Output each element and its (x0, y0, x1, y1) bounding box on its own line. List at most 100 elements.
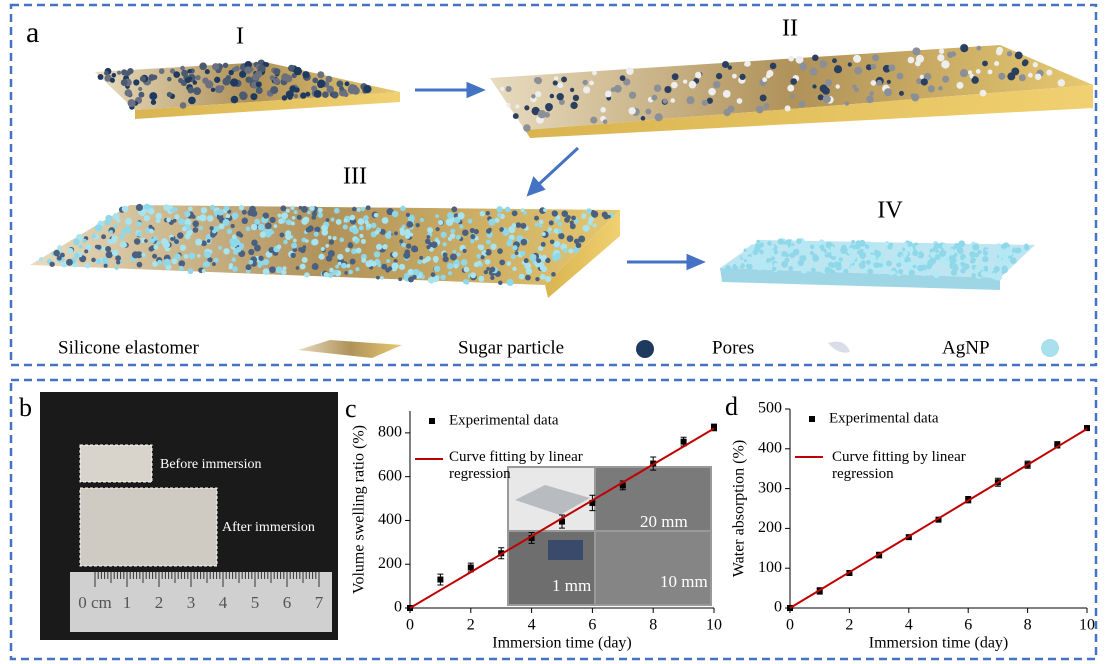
particle (440, 275, 446, 281)
particle (728, 105, 735, 112)
legend-label: Silicone elastomer (58, 337, 200, 358)
particle (524, 258, 529, 263)
particle (856, 240, 862, 246)
particle (842, 250, 846, 254)
particle (341, 263, 347, 269)
particle (371, 223, 376, 228)
particle (744, 62, 748, 66)
stage-label: IV (877, 198, 903, 224)
particle (960, 268, 965, 273)
particle (180, 245, 186, 251)
particle (505, 207, 511, 213)
particle (926, 264, 932, 270)
particle (163, 241, 170, 248)
particle (434, 266, 441, 273)
particle (796, 238, 802, 244)
particle (279, 233, 284, 238)
ruler-label: 3 (187, 593, 196, 612)
particle (516, 222, 522, 228)
particle (908, 57, 915, 64)
y-tick-label: 0 (774, 599, 782, 616)
particle (53, 250, 60, 257)
particle (138, 87, 142, 91)
particle (798, 260, 804, 266)
particle (557, 93, 564, 100)
particle (480, 211, 485, 216)
particle (552, 210, 558, 216)
particle (441, 232, 447, 238)
legend-label: Curve fitting by linear regression (449, 449, 614, 483)
x-tick-label: 8 (649, 617, 657, 634)
particle (307, 211, 311, 215)
particle (512, 210, 518, 216)
particle (746, 264, 752, 270)
legend-label: Sugar particle (458, 337, 564, 358)
particle (851, 240, 855, 244)
particle (641, 116, 646, 121)
particle (550, 239, 555, 244)
particle (263, 268, 270, 275)
particle (885, 241, 889, 245)
particle (300, 264, 306, 270)
particle (294, 210, 298, 214)
particle (742, 254, 747, 259)
particle (239, 92, 247, 100)
particle (273, 224, 277, 228)
particle (1003, 257, 1010, 264)
x-tick-label: 10 (1079, 617, 1095, 634)
particle (490, 276, 494, 280)
particle (983, 250, 988, 255)
particle (236, 231, 241, 236)
particle (664, 86, 671, 93)
particle (335, 265, 339, 269)
particle (333, 236, 337, 240)
particle (957, 247, 964, 254)
arrow (538, 148, 578, 185)
particle (535, 277, 539, 281)
particle (941, 60, 949, 68)
particle (85, 263, 91, 269)
particle (603, 214, 608, 219)
particle (969, 251, 976, 258)
particle (898, 269, 903, 274)
particle (772, 267, 777, 272)
particle (1007, 51, 1012, 56)
particle (74, 253, 79, 258)
particle (924, 243, 929, 248)
particle (984, 266, 989, 271)
particle (270, 230, 274, 234)
particle (286, 209, 290, 213)
particle (670, 98, 675, 103)
particle (399, 239, 403, 243)
particle (136, 204, 143, 211)
particle (737, 98, 743, 104)
particle (869, 91, 874, 96)
particle (270, 217, 276, 223)
particle (91, 258, 96, 263)
particle (144, 239, 148, 243)
ruler-label: 2 (155, 593, 164, 612)
particle (195, 239, 202, 246)
particle (355, 267, 359, 271)
particle (106, 251, 113, 258)
particle (336, 219, 342, 225)
particle (361, 258, 366, 263)
particle (207, 239, 211, 243)
particle (256, 81, 262, 87)
particle (489, 219, 496, 226)
particle (219, 223, 225, 229)
particle (380, 276, 384, 280)
particle (180, 66, 185, 71)
particle (305, 92, 310, 97)
particle (1022, 61, 1028, 67)
particle (988, 69, 993, 74)
legend-swatch (636, 340, 654, 358)
particle (218, 246, 222, 250)
particle (506, 103, 510, 107)
particle (207, 215, 214, 222)
particle (280, 205, 286, 211)
particle (159, 68, 165, 74)
particle (192, 215, 196, 219)
particle (788, 266, 793, 271)
particle (102, 247, 106, 251)
